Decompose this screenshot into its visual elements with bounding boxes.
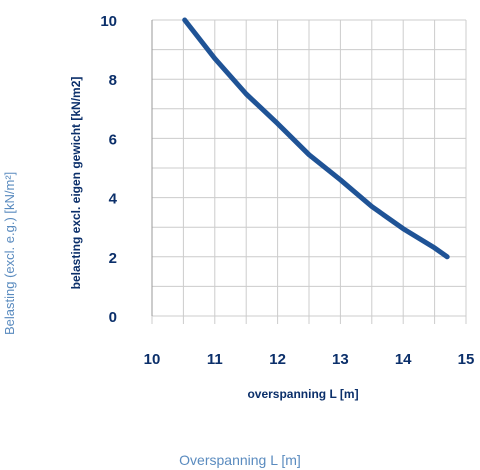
x-tick-label: 10 <box>144 351 161 368</box>
y-axis-title: belasting excl. eigen gewicht [kN/m2] <box>69 77 83 290</box>
y-tick-label: 4 <box>109 191 118 208</box>
x-tick-label: 15 <box>458 351 475 368</box>
y-tick-label: 6 <box>109 131 117 148</box>
x-tick-label: 13 <box>332 351 349 368</box>
y-tick-label: 2 <box>109 250 117 267</box>
x-axis-title: overspanning L [m] <box>247 387 358 401</box>
x-tick-label: 11 <box>207 351 223 368</box>
y-tick-label: 10 <box>100 13 117 30</box>
x-tick-label: 12 <box>269 351 286 368</box>
series-line <box>182 17 450 260</box>
outer-x-axis-label: Overspanning L [m] <box>179 452 301 468</box>
y-tick-label: 0 <box>109 309 117 326</box>
y-tick-label: 8 <box>109 72 117 89</box>
outer-y-axis-label: Belasting (excl. e.g.) [kN/m²] <box>2 171 17 335</box>
x-tick-label: 14 <box>395 351 412 368</box>
